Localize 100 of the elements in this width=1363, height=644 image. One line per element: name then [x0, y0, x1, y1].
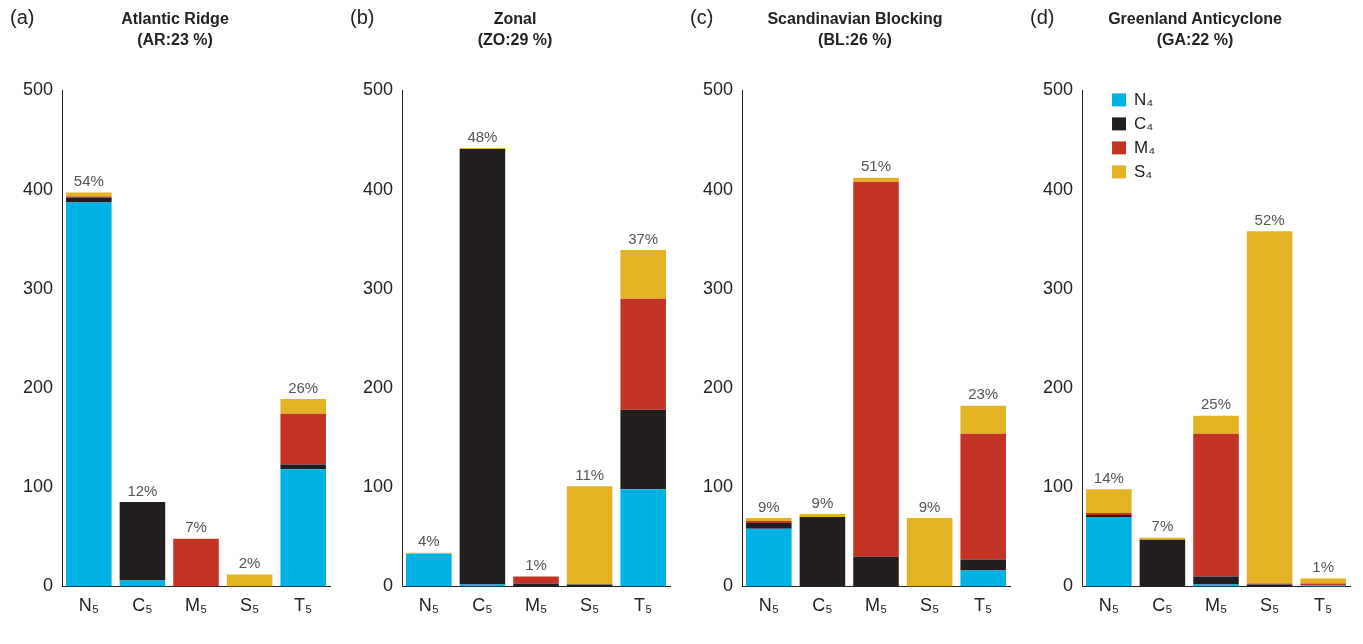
x-tick-label: S₅ — [1259, 595, 1280, 616]
bar — [459, 148, 506, 585]
text: (a) — [10, 5, 35, 28]
x-tick-label: M₅ — [524, 595, 548, 616]
x-tick-label: C₅ — [1152, 595, 1173, 616]
annotation: 14% — [1093, 468, 1124, 486]
y-tick-label: 0 — [383, 575, 394, 596]
y-tick-label: 500 — [702, 79, 734, 100]
bar — [620, 298, 666, 410]
annotation: 9% — [918, 497, 941, 515]
bar — [226, 574, 273, 587]
y-tick-label: 400 — [362, 178, 394, 199]
y-tick-label: 0 — [43, 575, 54, 596]
annotation: 2% — [238, 554, 261, 572]
bar — [960, 405, 1006, 434]
y-tick-label: 500 — [1042, 79, 1074, 100]
y-tick-label: 100 — [702, 476, 734, 497]
y-tick-label: 300 — [22, 277, 54, 298]
annotation: 23% — [968, 385, 999, 403]
bar — [799, 513, 846, 517]
bar — [620, 409, 666, 490]
x-tick-label: N₅ — [1098, 595, 1119, 616]
x-tick-label: T₅ — [1314, 595, 1333, 616]
x-tick-label: M₅ — [1204, 595, 1228, 616]
annotation: 11% — [575, 465, 605, 483]
bar — [280, 413, 326, 465]
annotation: 7% — [1151, 517, 1174, 535]
bar — [960, 570, 1006, 587]
annotation: 37% — [628, 229, 659, 247]
legend-label: S₄ — [1134, 162, 1153, 182]
text: (b) — [350, 5, 375, 28]
annotation: 1% — [525, 556, 547, 574]
chart-title: Atlantic Ridge — [121, 10, 229, 28]
chart-subtitle: (ZO:29 %) — [477, 31, 553, 49]
bar — [906, 517, 953, 587]
y-tick-label: 400 — [702, 178, 734, 199]
bar — [1193, 576, 1239, 585]
chart-subtitle: (GA:22 %) — [1156, 31, 1234, 49]
y-tick-label: 300 — [1042, 277, 1074, 298]
bar — [960, 433, 1006, 560]
y-tick-label: 300 — [702, 277, 734, 298]
legend-label: N₄ — [1134, 90, 1154, 110]
bar — [566, 486, 613, 585]
bar — [620, 250, 666, 299]
bar — [173, 538, 219, 587]
bar — [119, 502, 166, 581]
text: (d) — [1030, 5, 1055, 28]
annotation: 48% — [467, 127, 498, 145]
x-tick-label: C₅ — [812, 595, 833, 616]
annotation: 9% — [811, 493, 834, 511]
x-tick-label: T₅ — [634, 595, 653, 616]
annotation: 51% — [861, 157, 892, 175]
bar — [620, 489, 666, 587]
annotation: 26% — [288, 378, 319, 396]
bar — [853, 181, 899, 557]
chart-subtitle: (AR:23 %) — [137, 31, 213, 49]
annotation: 25% — [1201, 395, 1232, 413]
bar — [280, 469, 326, 587]
text: (c) — [690, 5, 714, 28]
bar — [1246, 231, 1293, 584]
x-tick-label: M₅ — [864, 595, 888, 616]
chart-title: Greenland Anticyclone — [1108, 10, 1282, 28]
x-tick-label: N₅ — [758, 595, 779, 616]
x-tick-label: C₅ — [132, 595, 153, 616]
y-tick-label: 400 — [22, 178, 54, 199]
y-tick-label: 500 — [22, 79, 54, 100]
bar — [1086, 516, 1132, 587]
x-tick-label: T₅ — [974, 595, 993, 616]
y-tick-label: 300 — [362, 277, 394, 298]
bar — [280, 464, 326, 470]
bar — [406, 553, 452, 587]
bar — [66, 192, 112, 197]
y-tick-label: 100 — [1042, 476, 1074, 497]
y-tick-label: 100 — [22, 476, 54, 497]
y-tick-label: 200 — [1042, 376, 1074, 397]
annotation: 9% — [757, 497, 780, 515]
y-tick-label: 0 — [723, 575, 734, 596]
y-tick-label: 100 — [362, 476, 394, 497]
x-tick-label: S₅ — [239, 595, 260, 616]
chart-title: Scandinavian Blocking — [767, 10, 943, 28]
annotation: 52% — [1254, 210, 1285, 228]
x-tick-label: M₅ — [184, 595, 208, 616]
annotation: 1% — [1312, 558, 1335, 576]
annotation: 7% — [185, 518, 207, 536]
bar — [1086, 489, 1132, 513]
bar — [746, 528, 792, 587]
bar — [960, 559, 1006, 571]
bar — [746, 522, 792, 529]
bar — [119, 580, 166, 587]
annotation: 4% — [417, 532, 440, 550]
annotation: 54% — [73, 172, 104, 190]
x-tick-label: S₅ — [579, 595, 600, 616]
y-tick-label: 200 — [362, 376, 394, 397]
bar — [853, 177, 899, 182]
y-tick-label: 400 — [1042, 178, 1074, 199]
y-tick-label: 200 — [22, 376, 54, 397]
y-tick-label: 200 — [702, 376, 734, 397]
bar — [66, 202, 112, 587]
y-tick-label: 0 — [1063, 575, 1074, 596]
bar — [1193, 415, 1239, 434]
